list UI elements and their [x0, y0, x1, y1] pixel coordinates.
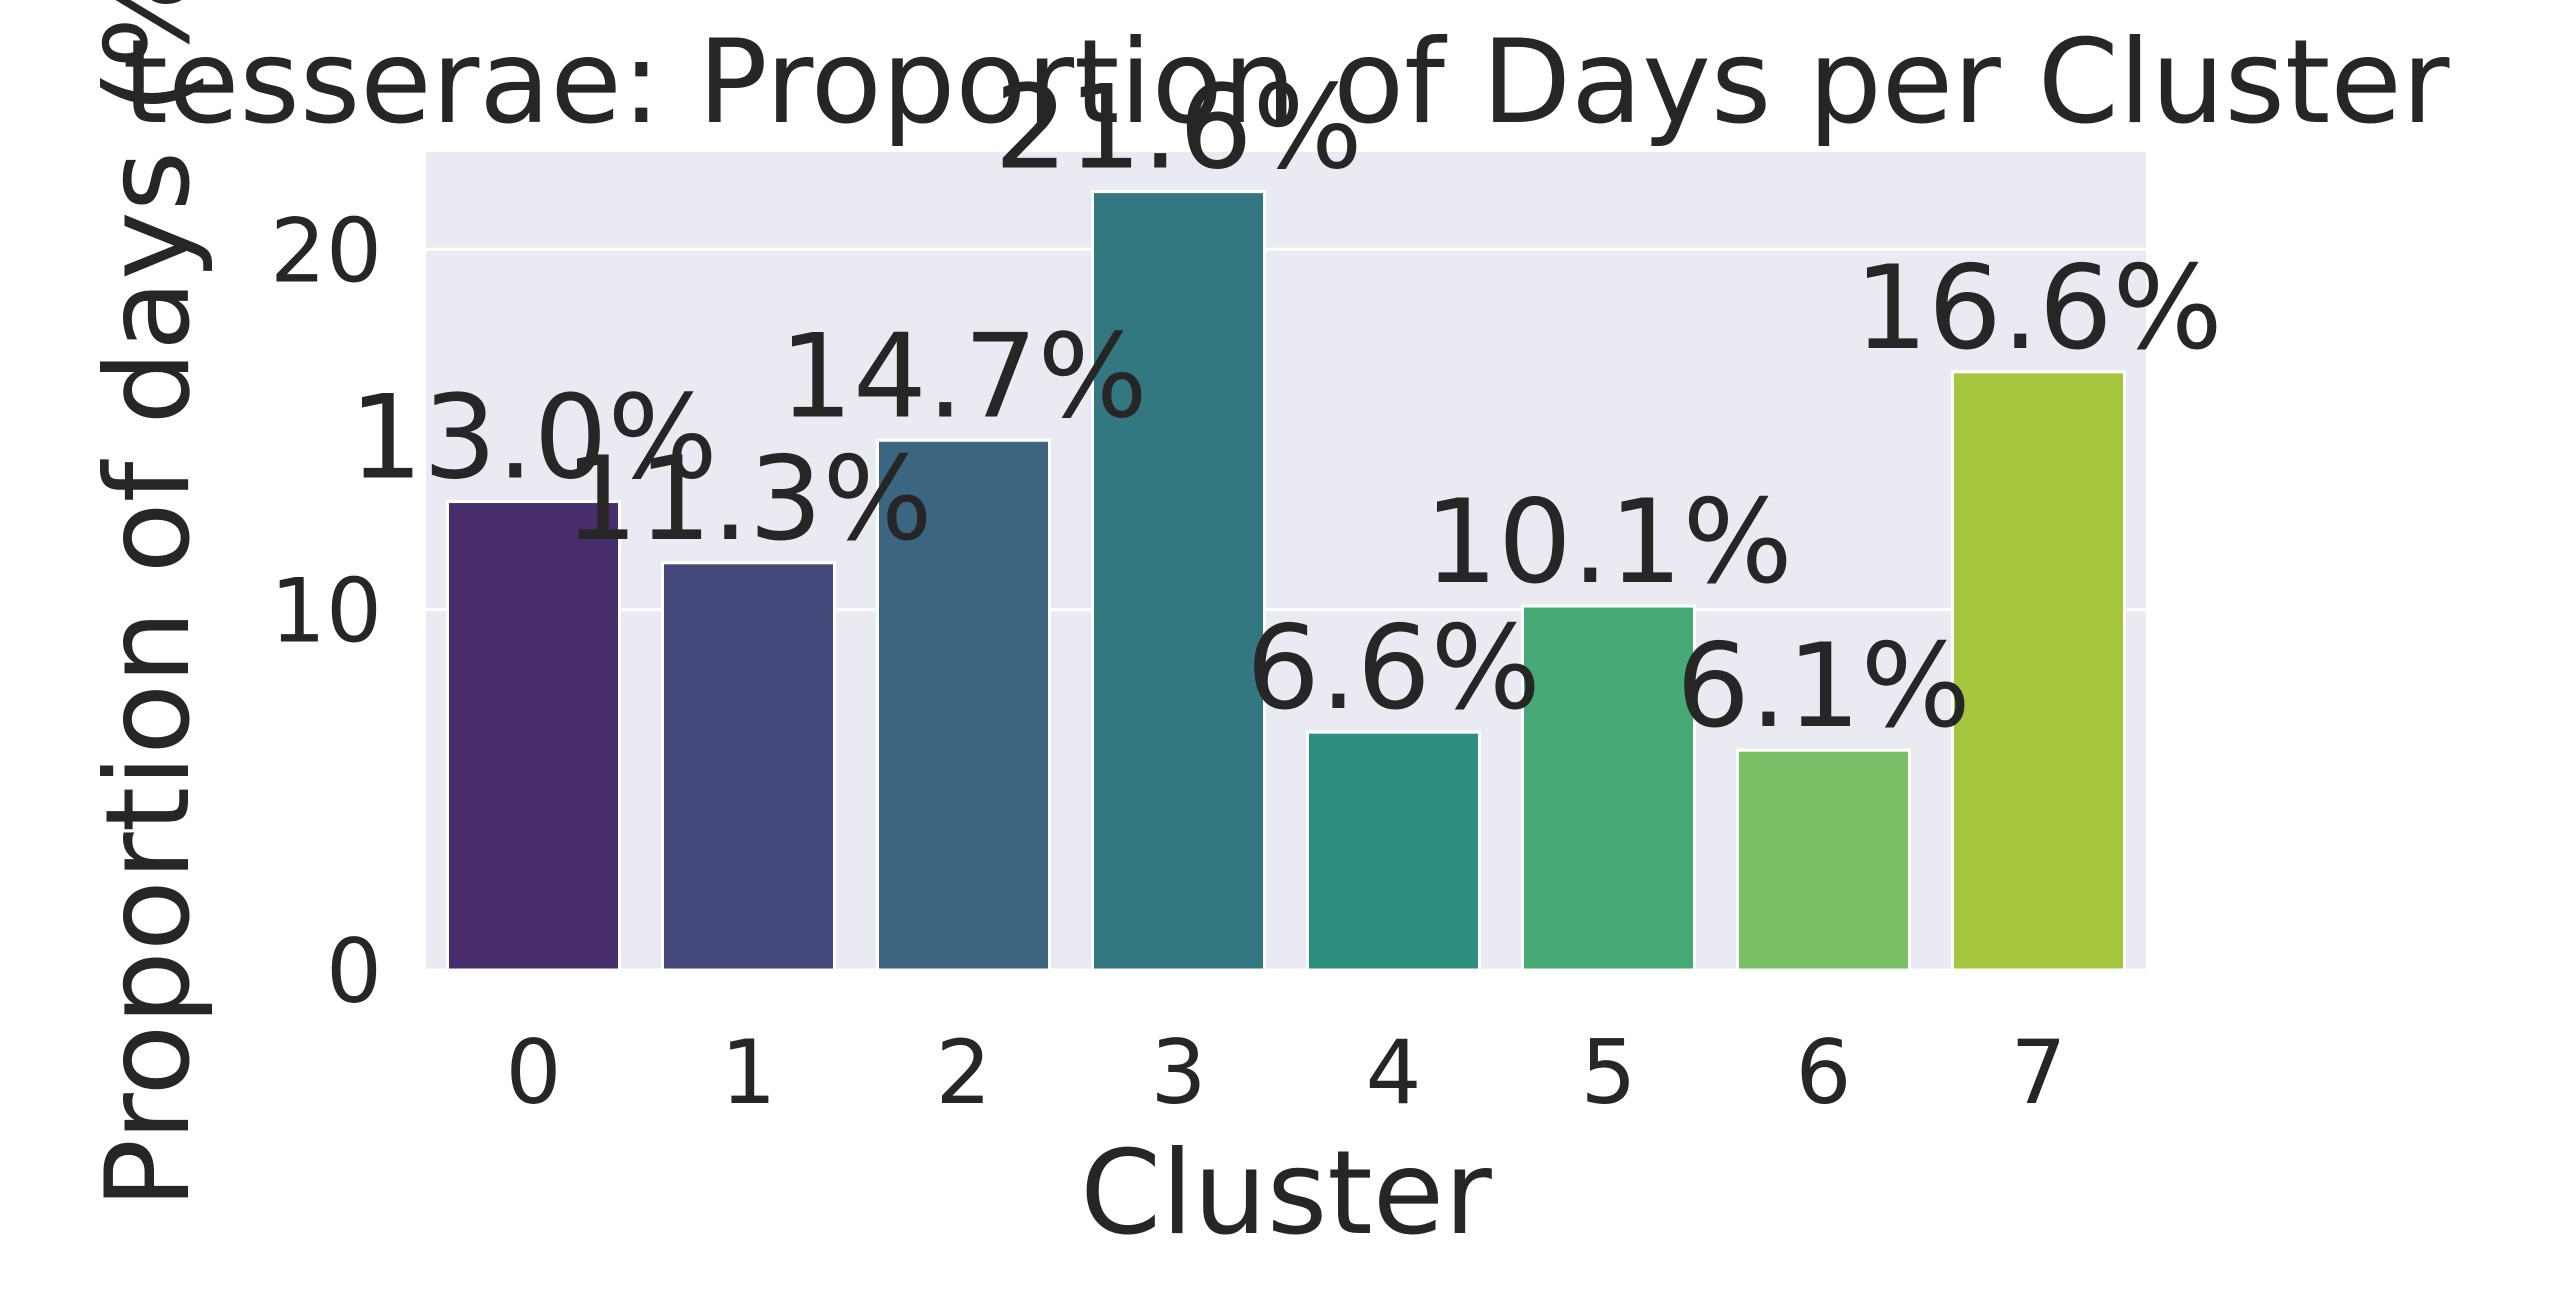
- data-label: 11.3%: [564, 432, 933, 567]
- chart-title: tesserae: Proportion of Days per Cluster: [123, 15, 2450, 150]
- x-tick-label: 0: [506, 1021, 562, 1124]
- x-axis-title: Cluster: [1080, 1126, 1492, 1261]
- x-tick-label: 3: [1151, 1021, 1207, 1124]
- data-label: 16.6%: [1854, 241, 2223, 376]
- x-tick-label: 5: [1581, 1021, 1637, 1124]
- bars: [446, 190, 2126, 972]
- y-tick-label: 10: [270, 560, 382, 663]
- x-tick-label: 6: [1796, 1021, 1852, 1124]
- y-tick-labels: 0 10 20: [270, 199, 382, 1023]
- bar-cluster-2: [876, 438, 1051, 972]
- data-label: 6.1%: [1676, 619, 1971, 754]
- data-label: 14.7%: [779, 309, 1148, 444]
- x-tick-label: 4: [1366, 1021, 1422, 1124]
- bar-cluster-4: [1306, 730, 1481, 972]
- x-tick-label: 2: [936, 1021, 992, 1124]
- bar-cluster-1: [661, 561, 836, 972]
- data-label: 21.6%: [994, 61, 1363, 196]
- y-tick-label: 20: [270, 199, 382, 302]
- bar-cluster-7: [1951, 370, 2126, 972]
- y-axis-title: Proportion of days (%): [81, 0, 216, 1209]
- data-label: 10.1%: [1424, 475, 1793, 610]
- x-tick-label: 1: [721, 1021, 777, 1124]
- data-label: 6.6%: [1246, 601, 1541, 736]
- x-tick-labels: 0 1 2 3 4 5 6 7: [506, 1021, 2067, 1124]
- bar-cluster-3: [1091, 190, 1266, 972]
- data-label: 13.0%: [349, 371, 718, 506]
- bar-cluster-5: [1521, 604, 1696, 972]
- bar-cluster-6: [1736, 748, 1911, 972]
- x-tick-label: 7: [2011, 1021, 2067, 1124]
- bar-cluster-0: [446, 500, 621, 972]
- y-tick-label: 0: [326, 920, 382, 1023]
- data-labels: 13.0%11.3%14.7% 21.6% 6.6%10.1%6.1% 16.6%: [349, 61, 2223, 755]
